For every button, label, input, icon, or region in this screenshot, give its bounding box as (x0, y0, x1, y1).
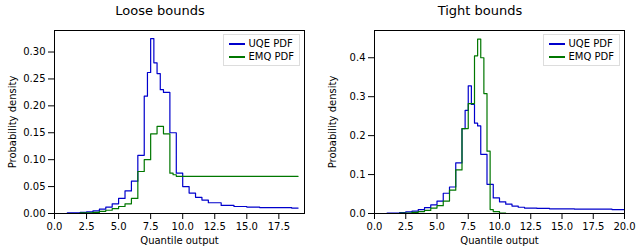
svg-text:7.5: 7.5 (143, 221, 159, 232)
svg-text:0.05: 0.05 (23, 181, 45, 192)
html-text:Tight bounds: Tight bounds (437, 3, 523, 18)
svg-text:5.0: 5.0 (111, 221, 127, 232)
svg-text:Quantile output: Quantile output (460, 235, 539, 246)
svg-text:0.25: 0.25 (23, 73, 45, 84)
svg-text:0.10: 0.10 (23, 154, 45, 165)
svg-text:15.0: 15.0 (236, 221, 258, 232)
svg-text:0.3: 0.3 (350, 91, 366, 102)
svg-text:0.0: 0.0 (367, 221, 383, 232)
svg-text:12.5: 12.5 (520, 221, 542, 232)
svg-text:0.30: 0.30 (23, 46, 45, 57)
svg-text:0.15: 0.15 (23, 127, 45, 138)
svg-text:2.5: 2.5 (398, 221, 414, 232)
svg-text:0.4: 0.4 (350, 52, 366, 63)
svg-text:5.0: 5.0 (429, 221, 445, 232)
svg-text:7.5: 7.5 (460, 221, 476, 232)
svg-text:Probability density: Probability density (7, 76, 18, 169)
svg-text:Quantile output: Quantile output (140, 235, 219, 246)
svg-text:17.5: 17.5 (582, 221, 604, 232)
svg-text:0.00: 0.00 (23, 208, 45, 219)
svg-text:10.0: 10.0 (172, 221, 194, 232)
svg-text:0.0: 0.0 (47, 221, 63, 232)
html-text:EMQ PDF: EMQ PDF (248, 51, 294, 62)
svg-text:15.0: 15.0 (551, 221, 573, 232)
svg-text:2.5: 2.5 (79, 221, 95, 232)
svg-text:Probability density: Probability density (327, 76, 338, 169)
html-text:UQE PDF: UQE PDF (248, 38, 293, 49)
html-text:UQE PDF: UQE PDF (568, 38, 613, 49)
svg-text:0.20: 0.20 (23, 100, 45, 111)
svg-text:0.1: 0.1 (350, 169, 366, 180)
svg-text:20.0: 20.0 (613, 221, 635, 232)
svg-text:0.0: 0.0 (350, 208, 366, 219)
svg-text:17.5: 17.5 (268, 221, 290, 232)
svg-text:0.2: 0.2 (350, 130, 366, 141)
svg-text:12.5: 12.5 (204, 221, 226, 232)
html-text:EMQ PDF: EMQ PDF (568, 51, 614, 62)
svg-text:10.0: 10.0 (488, 221, 510, 232)
html-text:Loose bounds: Loose bounds (115, 3, 205, 18)
